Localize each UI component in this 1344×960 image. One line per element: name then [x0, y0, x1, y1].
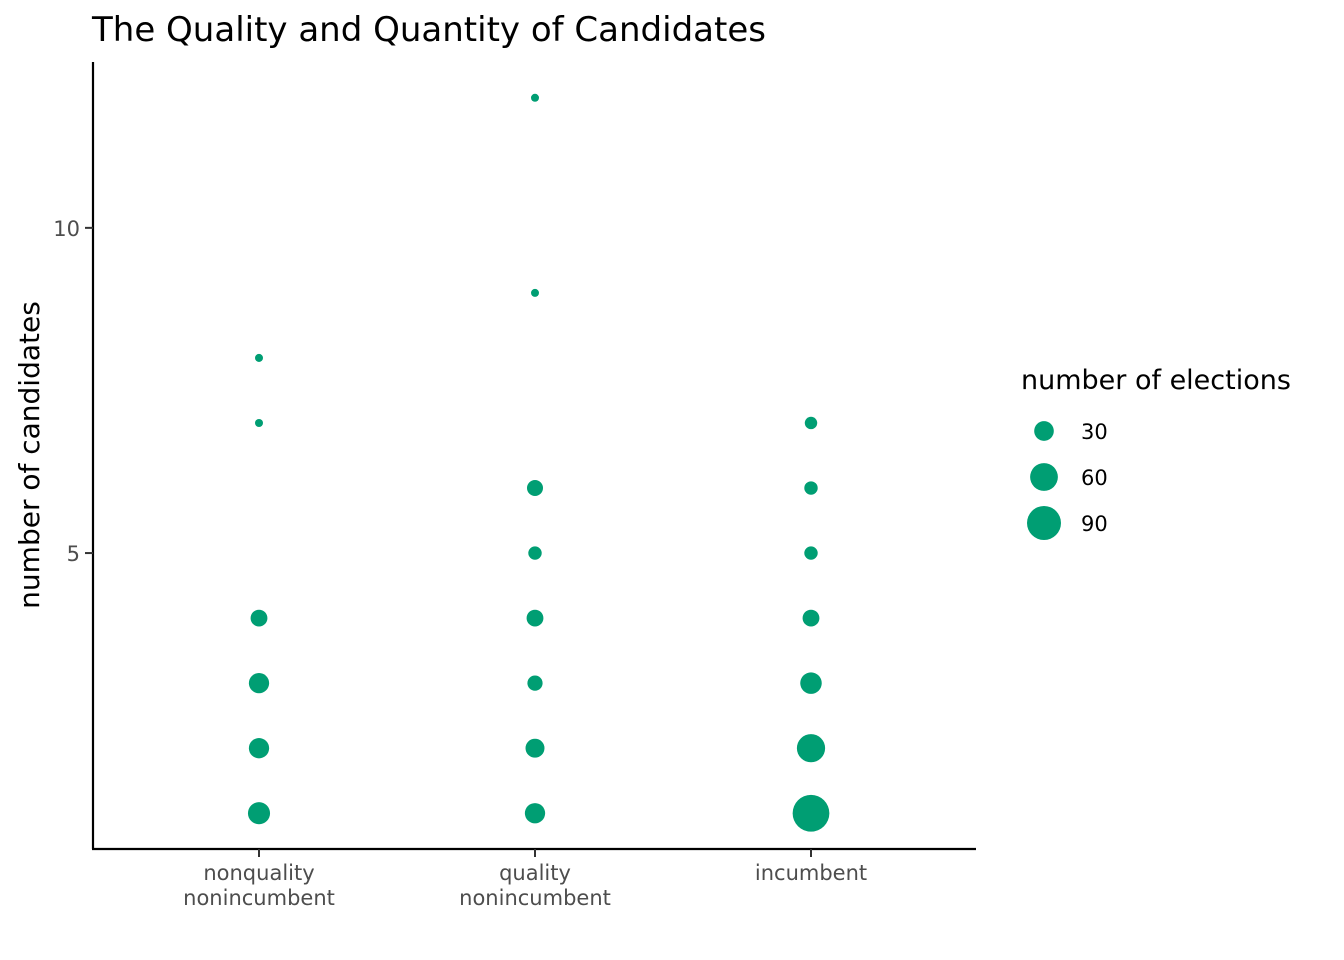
data-point-3: [250, 609, 268, 627]
data-point-2: [248, 673, 270, 694]
data-point-13: [530, 93, 540, 102]
legend-title: number of elections: [1021, 365, 1291, 396]
x-tick-label-0: nonquality nonincumbent: [183, 861, 335, 910]
legend-label-60: 60: [1081, 466, 1108, 490]
data-point-1: [248, 738, 270, 759]
legend-key-90: [1027, 506, 1061, 540]
data-point-20: [804, 416, 818, 430]
data-point-5: [254, 353, 264, 362]
data-point-6: [524, 803, 546, 824]
data-point-15: [796, 734, 826, 763]
data-point-17: [802, 609, 820, 627]
data-point-7: [525, 738, 545, 758]
data-point-12: [530, 288, 540, 297]
data-point-11: [526, 480, 544, 497]
y-axis-ticks: 5 10: [53, 217, 93, 566]
data-point-16: [800, 672, 822, 694]
x-tick-label-1: quality nonincumbent: [459, 861, 611, 910]
size-legend: number of elections 30 60 90: [1021, 365, 1291, 540]
x-tick-label-line: incumbent: [755, 861, 867, 885]
data-point-4: [254, 418, 264, 427]
y-tick-label-0: 5: [67, 542, 80, 566]
legend-key-30: [1034, 421, 1054, 441]
legend-label-90: 90: [1081, 512, 1108, 536]
y-tick-label-1: 10: [53, 217, 80, 241]
data-point-10: [528, 546, 542, 560]
data-point-18: [804, 546, 818, 560]
x-tick-label-line: nonincumbent: [459, 886, 611, 910]
x-tick-label-2: incumbent: [755, 861, 867, 885]
points-layer: [247, 93, 830, 832]
x-tick-label-line: nonincumbent: [183, 886, 335, 910]
data-point-8: [527, 675, 543, 691]
data-point-9: [526, 609, 544, 627]
x-tick-label-line: quality: [499, 861, 571, 885]
data-point-0: [247, 802, 271, 825]
chart-title: The Quality and Quantity of Candidates: [91, 10, 766, 50]
data-point-19: [804, 481, 818, 495]
data-point-14: [792, 794, 830, 832]
y-axis-title: number of candidates: [13, 301, 46, 609]
legend-label-30: 30: [1081, 420, 1108, 444]
x-tick-label-line: nonquality: [203, 861, 314, 885]
legend-key-60: [1030, 463, 1058, 491]
legend-items: 30 60 90: [1027, 420, 1108, 540]
